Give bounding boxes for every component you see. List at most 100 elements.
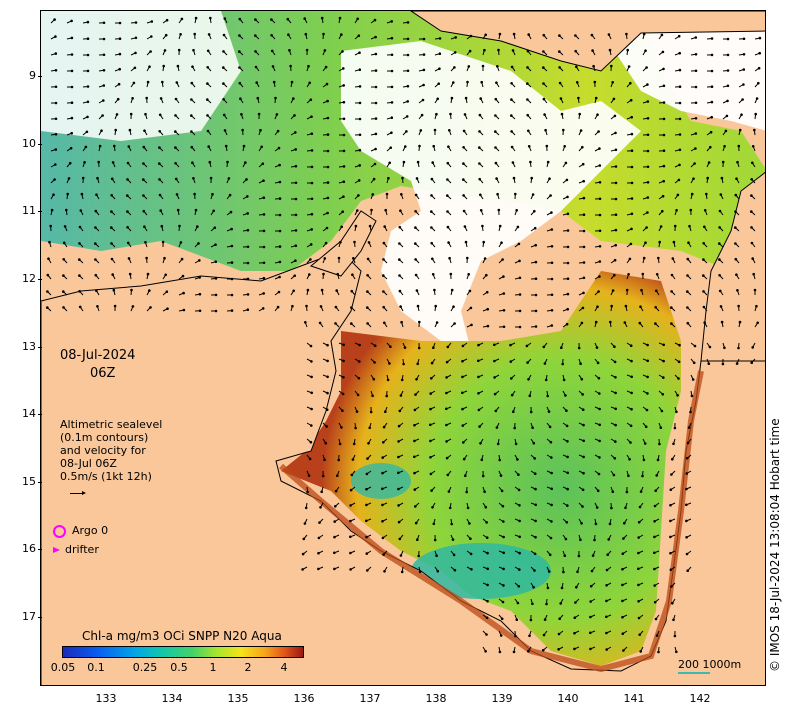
velocity-arrow-head: [262, 179, 265, 182]
velocity-arrow-head: [338, 16, 342, 20]
velocity-arrow-head: [566, 195, 569, 199]
velocity-arrow-head: [517, 488, 521, 492]
velocity-arrow-head: [310, 132, 314, 135]
lat-tick: 13: [2, 340, 42, 353]
velocity-arrow-head: [547, 570, 551, 573]
velocity-arrow-head: [191, 65, 194, 68]
velocity-arrow-head: [662, 101, 666, 104]
velocity-arrow-head: [307, 474, 311, 477]
velocity-arrow-head: [464, 240, 468, 244]
velocity-arrow-head: [309, 344, 313, 348]
velocity-arrow-head: [692, 177, 695, 180]
velocity-arrow-head: [654, 617, 658, 621]
velocity-arrow-head: [582, 291, 585, 295]
velocity-arrow-head: [127, 145, 131, 148]
velocity-arrow-head: [161, 240, 165, 244]
velocity-arrow-head: [94, 273, 98, 277]
velocity-arrow-head: [671, 601, 674, 605]
velocity-arrow-head: [291, 304, 294, 308]
velocity-arrow-head: [598, 407, 601, 411]
velocity-arrow-head: [309, 440, 313, 444]
velocity-arrow-head: [174, 130, 177, 133]
velocity-arrow-head: [510, 145, 514, 149]
velocity-arrow-head: [420, 113, 424, 117]
velocity-arrow-head: [382, 241, 386, 245]
velocity-arrow-head: [653, 551, 656, 555]
velocity-arrow-head: [724, 129, 728, 133]
velocity-arrow-head: [374, 147, 377, 151]
velocity-arrow-head: [381, 487, 384, 491]
velocity-arrow-head: [463, 225, 467, 228]
velocity-arrow-head: [629, 98, 633, 102]
velocity-arrow-head: [529, 410, 533, 414]
velocity-arrow-head: [406, 84, 410, 88]
velocity-arrow-head: [479, 442, 482, 445]
velocity-arrow-head: [320, 288, 324, 292]
velocity-arrow-head: [646, 392, 649, 395]
velocity-arrow-head: [126, 226, 129, 229]
velocity-arrow-head: [678, 343, 681, 347]
colorbar-label: 2: [244, 661, 252, 674]
velocity-arrow-head: [498, 32, 502, 36]
velocity-arrow-head: [222, 33, 226, 37]
velocity-arrow-head: [294, 131, 297, 134]
velocity-arrow-head: [545, 144, 549, 148]
velocity-arrow-head: [694, 117, 698, 120]
velocity-arrow-head: [70, 36, 74, 40]
velocity-arrow-head: [326, 165, 330, 169]
velocity-arrow-head: [677, 34, 681, 38]
velocity-arrow-head: [694, 53, 698, 56]
velocity-arrow-head: [653, 600, 657, 604]
velocity-arrow-head: [468, 289, 472, 293]
velocity-arrow-head: [54, 35, 57, 38]
velocity-arrow-head: [383, 321, 386, 325]
velocity-arrow-head: [338, 442, 342, 446]
velocity-arrow-head: [637, 536, 640, 539]
velocity-arrow-head: [534, 277, 538, 281]
velocity-arrow-head: [374, 101, 378, 105]
velocity-arrow-head: [162, 64, 165, 68]
velocity-arrow-head: [630, 391, 633, 395]
velocity-arrow-head: [673, 224, 677, 228]
colorbar-label: 0.1: [87, 661, 105, 674]
velocity-arrow-head: [114, 128, 117, 132]
velocity-arrow-head: [166, 307, 169, 311]
velocity-arrow-head: [710, 53, 714, 57]
velocity-arrow-head: [685, 487, 688, 491]
velocity-arrow-head: [305, 48, 309, 52]
velocity-arrow-head: [629, 441, 632, 444]
velocity-arrow-head: [654, 306, 657, 309]
velocity-arrow-head: [102, 69, 106, 72]
velocity-arrow-head: [414, 258, 417, 261]
velocity-arrow-head: [214, 277, 218, 280]
velocity-arrow-head: [562, 128, 565, 132]
velocity-arrow-head: [257, 112, 261, 116]
velocity-arrow-head: [435, 112, 438, 116]
velocity-arrow-head: [399, 394, 403, 397]
velocity-arrow-head: [611, 289, 615, 292]
velocity-arrow-head: [432, 522, 436, 526]
map-panel[interactable]: [40, 10, 766, 686]
velocity-arrow-head: [452, 81, 455, 84]
velocity-arrow-head: [452, 553, 456, 557]
velocity-arrow-head: [582, 471, 585, 475]
velocity-arrow-head: [638, 321, 642, 325]
velocity-arrow-head: [83, 161, 86, 164]
velocity-arrow-head: [325, 82, 329, 86]
velocity-arrow-head: [374, 69, 378, 72]
velocity-arrow-head: [639, 305, 642, 309]
velocity-arrow-head: [206, 82, 209, 85]
velocity-arrow-head: [365, 535, 368, 539]
velocity-arrow-head: [560, 586, 564, 590]
velocity-arrow-head: [149, 306, 152, 309]
velocity-arrow-head: [86, 115, 89, 119]
velocity-arrow-head: [533, 457, 536, 460]
velocity-arrow-head: [302, 537, 306, 541]
velocity-arrow-head: [149, 50, 152, 53]
velocity-arrow-head: [515, 209, 518, 212]
velocity-arrow-head: [642, 256, 646, 260]
velocity-arrow-head: [335, 289, 339, 292]
velocity-arrow-head: [294, 213, 298, 217]
velocity-arrow-head: [432, 346, 435, 350]
velocity-arrow-head: [358, 101, 362, 105]
